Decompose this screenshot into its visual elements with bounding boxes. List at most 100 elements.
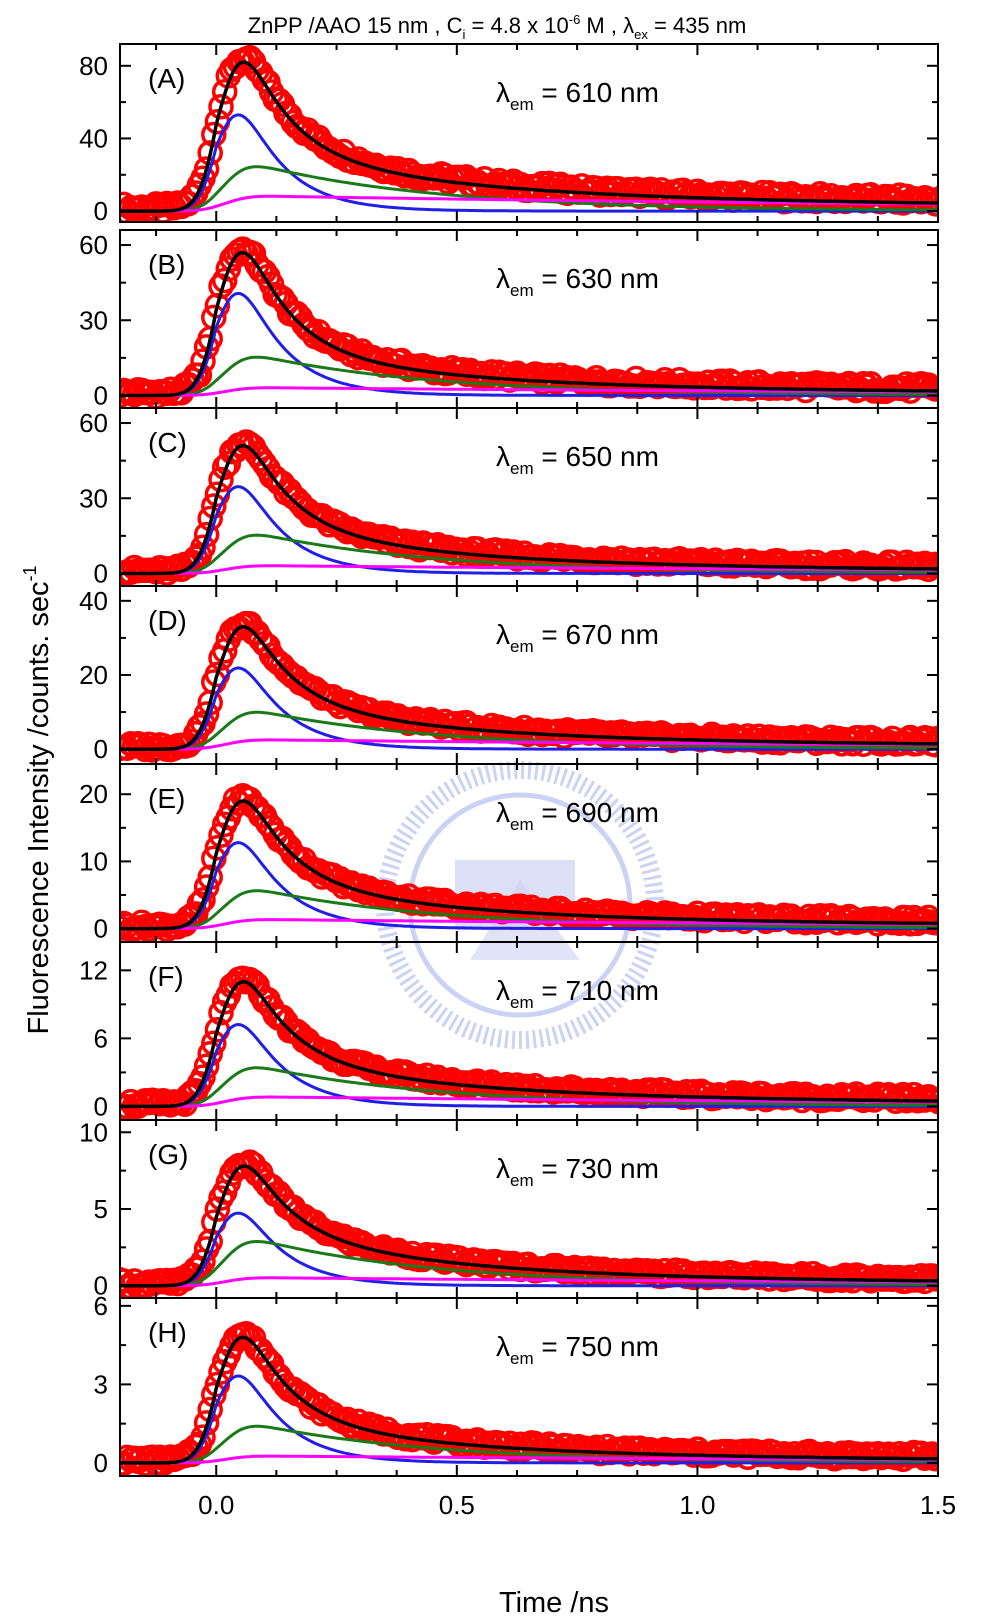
panel-label: (F) — [148, 961, 184, 992]
data-point — [933, 1446, 938, 1466]
series-line-medium — [120, 533, 938, 575]
x-tick-label: 0.5 — [439, 1490, 475, 1520]
series-line-fast — [120, 291, 938, 397]
x-tick-label: 1.5 — [920, 1490, 956, 1520]
data-point — [930, 726, 938, 751]
data-point — [251, 258, 278, 285]
series-line-slow — [120, 1454, 938, 1465]
data-point — [926, 725, 938, 751]
data-point — [930, 554, 938, 578]
y-tick-label: 0 — [94, 734, 108, 764]
series-line-slow — [120, 386, 938, 397]
y-tick-label: 0 — [94, 558, 108, 588]
title-sup-exp: -6 — [569, 12, 581, 27]
y-tick-label: 60 — [79, 408, 108, 438]
plot-area — [120, 236, 938, 408]
y-tick-label: 0 — [94, 380, 108, 410]
y-tick-label: 30 — [79, 305, 108, 335]
lambda-symbol: λ — [496, 1331, 510, 1362]
lambda-sub: em — [510, 993, 534, 1012]
series-line-fit — [120, 1164, 938, 1288]
data-point — [211, 79, 238, 105]
y-tick-label: 0 — [94, 1091, 108, 1121]
data-point — [204, 292, 231, 319]
lambda-sub: em — [510, 281, 534, 300]
plot-area — [120, 429, 938, 586]
lambda-sub: em — [510, 95, 534, 114]
series-line-medium — [120, 710, 938, 751]
panel-h: 0 3 6 (H) λem = 750 nm — [94, 1291, 939, 1478]
series-line-fast — [120, 1211, 938, 1288]
panel-f: 0 6 12 (F) λem = 710 nm — [79, 941, 939, 1121]
data-point — [933, 1266, 938, 1286]
series-line-medium — [120, 1066, 938, 1108]
lambda-value: = 750 nm — [534, 1331, 659, 1362]
title-part-c: M , λ — [580, 13, 634, 38]
title-sub-ex: ex — [634, 27, 648, 42]
data-point — [926, 187, 938, 213]
panel-label: (H) — [148, 1317, 187, 1348]
data-point — [926, 1442, 938, 1468]
data-point — [933, 909, 938, 929]
y-axis-label-sup: -1 — [20, 566, 40, 582]
data-point — [208, 466, 234, 493]
series-line-medium — [120, 355, 938, 397]
emission-wavelength-label: λem = 730 nm — [496, 1153, 659, 1190]
plot-area — [120, 783, 938, 942]
series-line-fit — [120, 443, 938, 576]
lambda-symbol: λ — [496, 975, 510, 1006]
data-point — [345, 1408, 371, 1435]
data-point — [930, 376, 938, 401]
panel-label: (G) — [148, 1139, 188, 1170]
series-line-slow — [120, 738, 938, 751]
data-point — [930, 1086, 938, 1110]
title-part-d: = 435 nm — [648, 13, 746, 38]
series-line-fit — [120, 1335, 938, 1465]
plot-area — [120, 1149, 938, 1298]
y-tick-label: 0 — [94, 196, 108, 226]
data-point — [320, 330, 346, 356]
title-sub-i: i — [463, 27, 466, 42]
lambda-value: = 630 nm — [534, 263, 659, 294]
data-point — [933, 553, 938, 573]
series-line-medium — [120, 1239, 938, 1288]
figure-title: ZnPP /AAO 15 nm , Ci = 4.8 x 10-6 M , λe… — [248, 12, 747, 42]
data-point — [190, 534, 216, 561]
y-tick-label: 20 — [79, 660, 108, 690]
data-point — [930, 907, 938, 931]
panel-b: 0 30 60 (B) λem = 630 nm — [79, 229, 939, 410]
lambda-symbol: λ — [496, 1153, 510, 1184]
emission-wavelength-label: λem = 710 nm — [496, 975, 659, 1012]
y-tick-label: 0 — [94, 914, 108, 944]
lambda-value: = 690 nm — [534, 797, 659, 828]
panel-frame — [119, 43, 939, 223]
x-tick-label: 1.0 — [679, 1490, 715, 1520]
data-point — [215, 450, 242, 477]
data-point — [208, 93, 234, 120]
series-line-slow — [120, 1095, 938, 1108]
x-axis-label: Time /ns — [499, 1587, 609, 1619]
lambda-sub: em — [510, 1171, 534, 1190]
plot-area — [120, 610, 938, 763]
y-tick-label: 20 — [79, 779, 108, 809]
lambda-symbol: λ — [496, 619, 510, 650]
data-point — [186, 362, 213, 388]
lambda-value: = 730 nm — [534, 1153, 659, 1184]
emission-wavelength-label: λem = 750 nm — [496, 1331, 659, 1368]
data-point — [926, 553, 938, 579]
plot-area — [120, 965, 938, 1120]
series-line-fit — [120, 799, 938, 931]
panel-label: (C) — [148, 427, 187, 458]
lambda-value: = 710 nm — [534, 975, 659, 1006]
series-line-fit — [120, 250, 938, 398]
title-part-b: = 4.8 x 10 — [465, 13, 568, 38]
x-tick-label: 0.0 — [198, 1490, 234, 1520]
y-tick-label: 0 — [94, 1448, 108, 1478]
series-line-slow — [120, 564, 938, 575]
y-tick-label: 12 — [79, 955, 108, 985]
series-line-fast — [120, 1022, 938, 1108]
data-point — [926, 908, 938, 934]
data-point — [933, 191, 938, 211]
series-line-slow — [120, 918, 938, 931]
